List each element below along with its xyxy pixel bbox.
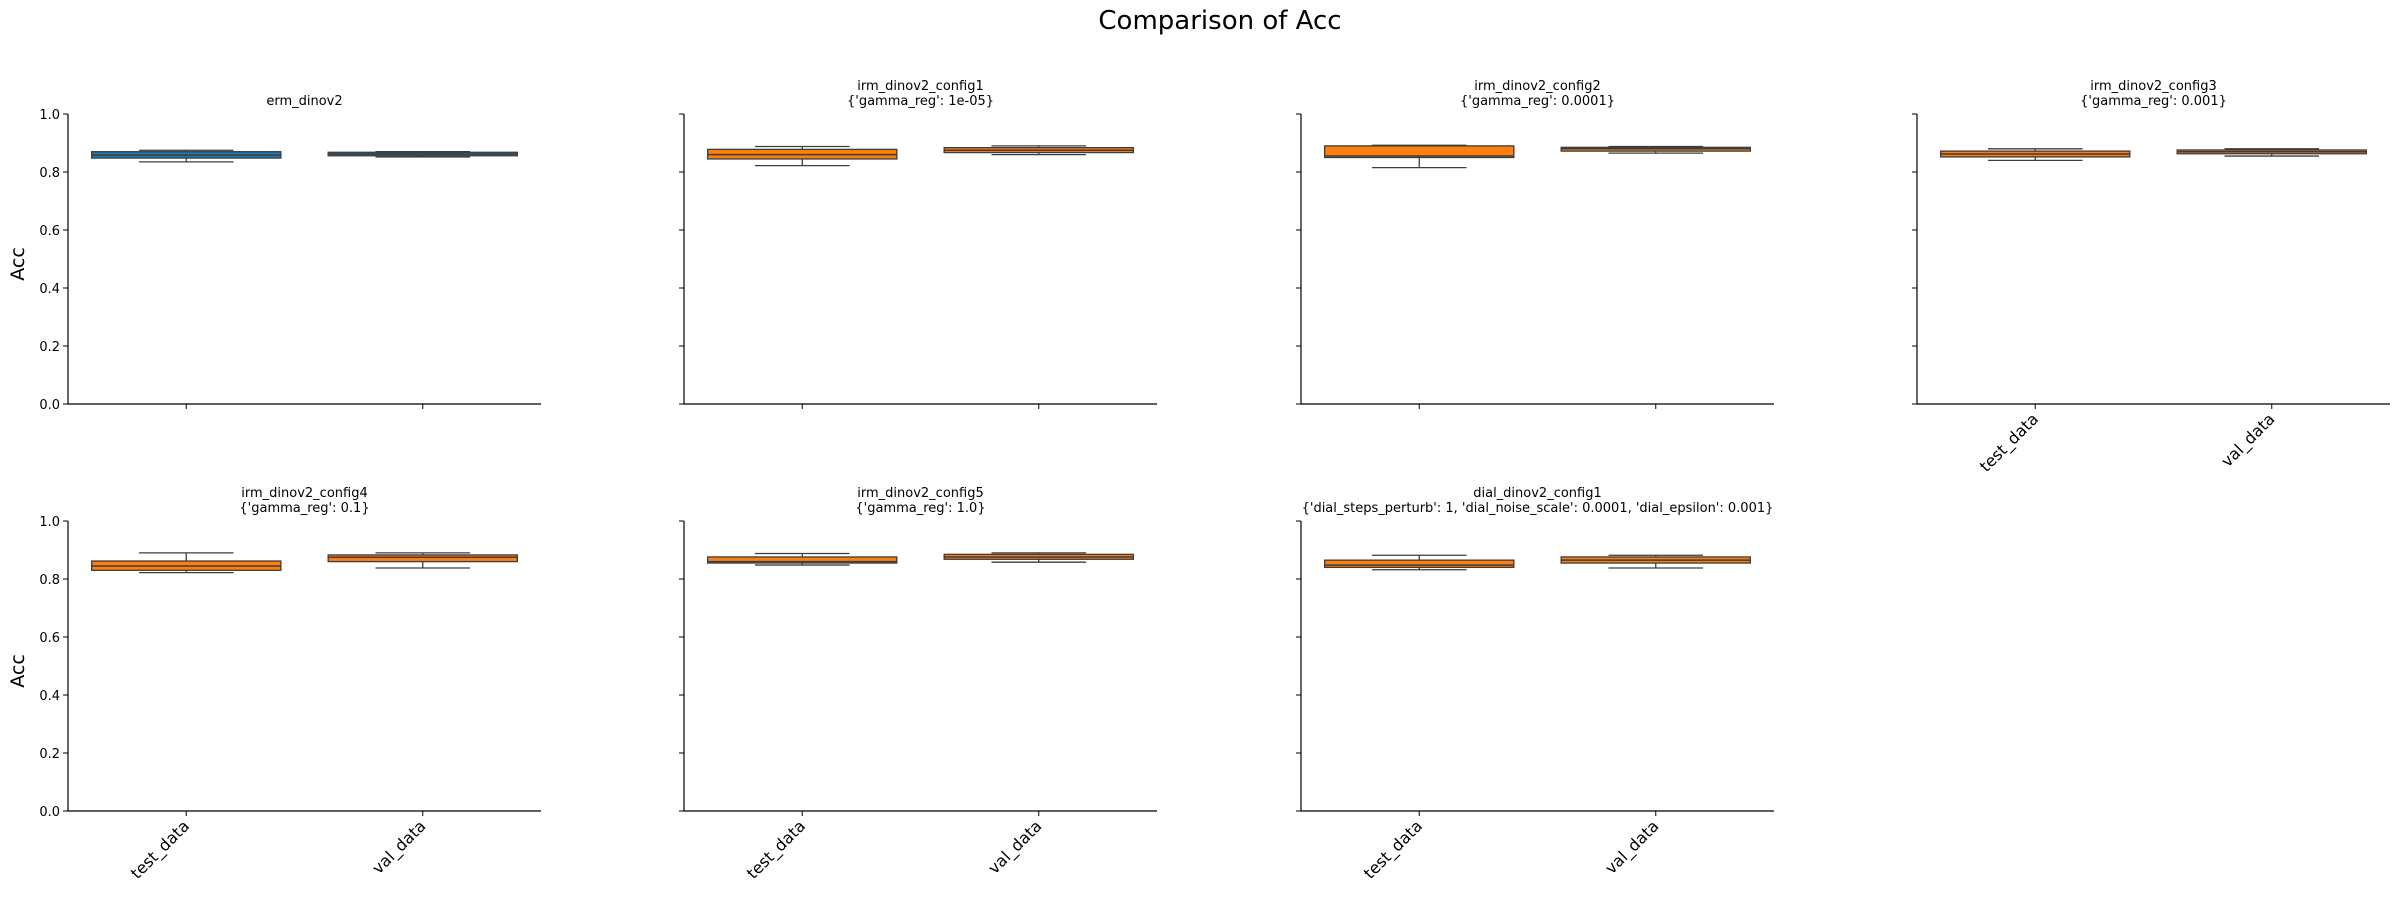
box-iqr bbox=[327, 554, 518, 563]
y-tick-label: 0.2 bbox=[39, 747, 60, 762]
x-tick-label: test_data bbox=[1360, 816, 1427, 883]
box-iqr bbox=[1324, 559, 1515, 569]
figure-title: Comparison of Acc bbox=[1098, 6, 1341, 36]
subplot-title: erm_dinov2 bbox=[266, 94, 342, 109]
subplot-dial_dinov2_config1: dial_dinov2_config1{'dial_steps_perturb'… bbox=[1296, 486, 1774, 883]
subplot-subtitle: {'gamma_reg': 0.1} bbox=[239, 501, 369, 516]
y-axis-label-row2: Acc bbox=[7, 654, 29, 688]
y-tick-label: 0.8 bbox=[39, 573, 60, 588]
subplot-irm_dinov2_config3: irm_dinov2_config3{'gamma_reg': 0.001} te… bbox=[1912, 79, 2390, 476]
x-tick-label: test_data bbox=[1976, 409, 2043, 476]
y-tick-label: 0.0 bbox=[39, 805, 60, 820]
y-tick-label: 0.8 bbox=[39, 166, 60, 181]
subplot-irm_dinov2_config2: irm_dinov2_config2{'gamma_reg': 0.0001} bbox=[1296, 79, 1774, 409]
y-axis-label-row1: Acc bbox=[7, 247, 29, 281]
box-test_data bbox=[1324, 554, 1515, 571]
x-tick-label: test_data bbox=[127, 816, 194, 883]
subplot-irm_dinov2_config4: irm_dinov2_config4{'gamma_reg': 0.1} 0.0 0… bbox=[39, 486, 541, 883]
y-tick-label: 1.0 bbox=[39, 515, 60, 530]
box-val_data bbox=[327, 552, 518, 569]
subplot-title: irm_dinov2_config2 bbox=[1474, 79, 1600, 94]
box-test_data bbox=[1940, 148, 2131, 162]
subplot-grid: erm_dinov20.00.20.40.60.81.0irm_dinov2_c… bbox=[39, 79, 2390, 883]
x-tick-label: val_data bbox=[1601, 816, 1663, 878]
subplot-erm_dinov2: erm_dinov2 0.0 0.2 0.4 0.6 0.8 1.0 bbox=[39, 94, 541, 413]
x-tick-label: val_data bbox=[984, 816, 1046, 878]
subplot-subtitle: {'gamma_reg': 1e-05} bbox=[847, 94, 994, 109]
subplot-subtitle: {'gamma_reg': 1.0} bbox=[855, 501, 985, 516]
subplot-title: dial_dinov2_config1 bbox=[1473, 486, 1602, 501]
box-val_data bbox=[1560, 554, 1752, 569]
box-test_data bbox=[707, 145, 898, 167]
subplot-subtitle: {'dial_steps_perturb': 1, 'dial_noise_sc… bbox=[1302, 501, 1774, 516]
x-tick-label: test_data bbox=[743, 816, 810, 883]
box-iqr bbox=[1324, 145, 1515, 159]
box-val_data bbox=[2176, 148, 2367, 157]
x-tick-label: val_data bbox=[2217, 409, 2279, 471]
box-val_data bbox=[1560, 145, 1752, 154]
box-iqr bbox=[707, 556, 898, 564]
subplot-title: irm_dinov2_config5 bbox=[857, 486, 983, 501]
box-test_data bbox=[91, 552, 282, 574]
y-tick-label: 0.0 bbox=[39, 398, 60, 413]
box-val_data bbox=[327, 151, 518, 158]
y-tick-label: 0.4 bbox=[39, 689, 60, 704]
subplot-title: irm_dinov2_config1 bbox=[857, 79, 983, 94]
x-tick-label: val_data bbox=[368, 816, 430, 878]
box-test_data bbox=[1324, 144, 1515, 169]
box-test_data bbox=[707, 552, 898, 566]
y-tick-label: 0.6 bbox=[39, 224, 60, 239]
subplot-subtitle: {'gamma_reg': 0.001} bbox=[2080, 94, 2227, 109]
box-val_data bbox=[943, 552, 1135, 563]
y-tick-label: 0.6 bbox=[39, 631, 60, 646]
y-tick-label: 0.4 bbox=[39, 282, 60, 297]
y-tick-label: 1.0 bbox=[39, 108, 60, 123]
subplot-irm_dinov2_config1: irm_dinov2_config1{'gamma_reg': 1e-05} bbox=[679, 79, 1157, 409]
y-tick-label: 0.2 bbox=[39, 340, 60, 355]
box-val_data bbox=[943, 145, 1135, 156]
subplot-subtitle: {'gamma_reg': 0.0001} bbox=[1460, 94, 1615, 109]
subplot-title: irm_dinov2_config4 bbox=[241, 486, 367, 501]
subplot-title: irm_dinov2_config3 bbox=[2090, 79, 2216, 94]
box-test_data bbox=[91, 149, 282, 163]
subplot-irm_dinov2_config5: irm_dinov2_config5{'gamma_reg': 1.0} test… bbox=[679, 486, 1157, 883]
